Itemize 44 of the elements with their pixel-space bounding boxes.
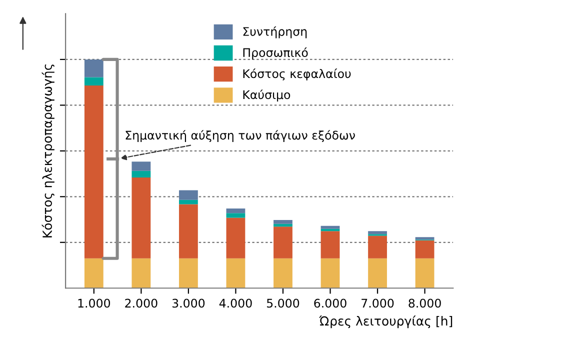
bar <box>415 237 434 240</box>
x-tick-label: 8.000 <box>408 298 441 308</box>
x-tick-label: 1.000 <box>78 298 110 308</box>
bar <box>84 77 104 86</box>
annotation: Σημαντική αύξηση των πάγιων εξόδων <box>126 130 355 142</box>
bar <box>274 258 292 288</box>
bar <box>132 258 151 288</box>
legend-label: Καύσιμο <box>243 90 290 102</box>
bar <box>226 258 246 288</box>
bar <box>132 177 151 258</box>
bar <box>274 224 292 227</box>
bar <box>226 218 246 258</box>
bar <box>368 258 387 288</box>
bar <box>226 213 246 218</box>
bar <box>84 86 104 258</box>
bar <box>368 231 387 234</box>
bar <box>320 231 340 258</box>
x-tick-label: 5.000 <box>266 298 300 308</box>
legend-label: Κόστος κεφαλαίου <box>243 68 351 80</box>
bar <box>274 226 292 258</box>
bar <box>226 208 246 214</box>
x-tick-label: 2.000 <box>125 298 158 308</box>
bar <box>178 200 198 204</box>
bar <box>320 226 340 229</box>
y-axis-title: Κόστος ηλεκτροπαραγωγής <box>42 64 54 238</box>
bar <box>84 258 104 288</box>
legend-label: Προσωπικό <box>243 47 308 60</box>
bar <box>178 258 198 288</box>
x-tick-label: 4.000 <box>219 298 252 308</box>
bar <box>320 258 340 288</box>
bar <box>274 220 292 224</box>
bar <box>132 170 151 178</box>
legend-label: Συντήρηση <box>243 26 307 38</box>
x-tick-label: 3.000 <box>172 298 205 308</box>
bar <box>132 162 151 171</box>
x-axis-title: Ώρες λειτουργίας [h] <box>319 316 452 328</box>
bar <box>415 240 434 258</box>
bar <box>84 59 104 78</box>
bar <box>178 190 198 200</box>
bar <box>415 258 434 288</box>
bar <box>368 236 387 258</box>
bar <box>178 204 198 258</box>
x-tick-label: 7.000 <box>362 298 394 308</box>
x-tick-label: 6.000 <box>314 298 346 308</box>
